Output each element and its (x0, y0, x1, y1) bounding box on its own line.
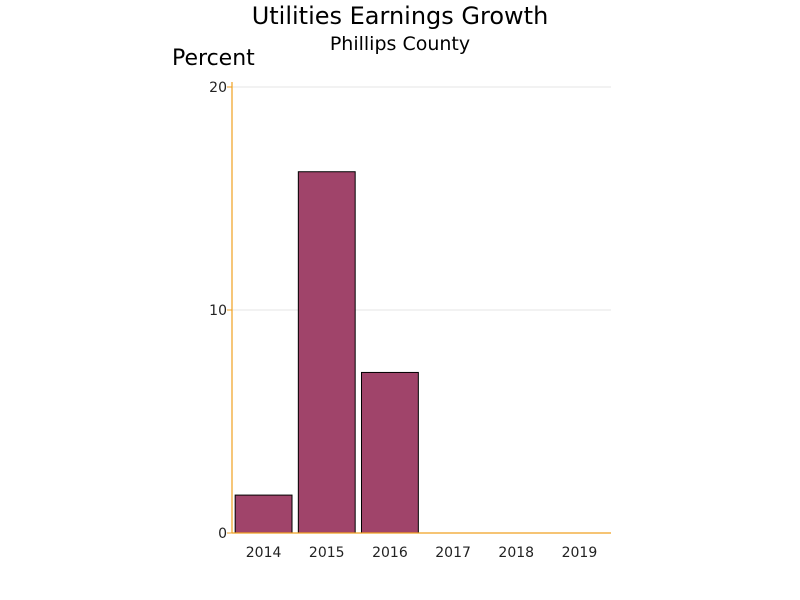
x-tick-label: 2014 (246, 545, 282, 561)
y-axis-label: Percent (172, 46, 255, 71)
x-tick-label: 2019 (562, 545, 598, 561)
chart-title: Utilities Earnings Growth (251, 2, 549, 30)
bar-2014 (234, 494, 293, 534)
y-tick-label: 20 (209, 80, 227, 96)
x-tick-label: 2016 (372, 545, 408, 561)
x-tick-label: 2017 (435, 545, 471, 561)
x-axis-ticks: 2014 2015 2016 2017 2018 2019 (246, 545, 597, 561)
y-axis-ticks: 0 10 20 (209, 80, 232, 542)
bar-2015 (297, 171, 356, 534)
chart-subtitle: Phillips County (329, 33, 471, 55)
y-tick-label: 0 (218, 526, 227, 542)
axes (231, 82, 611, 534)
y-tick-label: 10 (209, 303, 227, 319)
x-tick-label: 2018 (498, 545, 534, 561)
bar-series (234, 171, 419, 534)
gridlines (232, 86, 611, 311)
x-tick-label: 2015 (309, 545, 345, 561)
bar-2016 (360, 371, 419, 534)
